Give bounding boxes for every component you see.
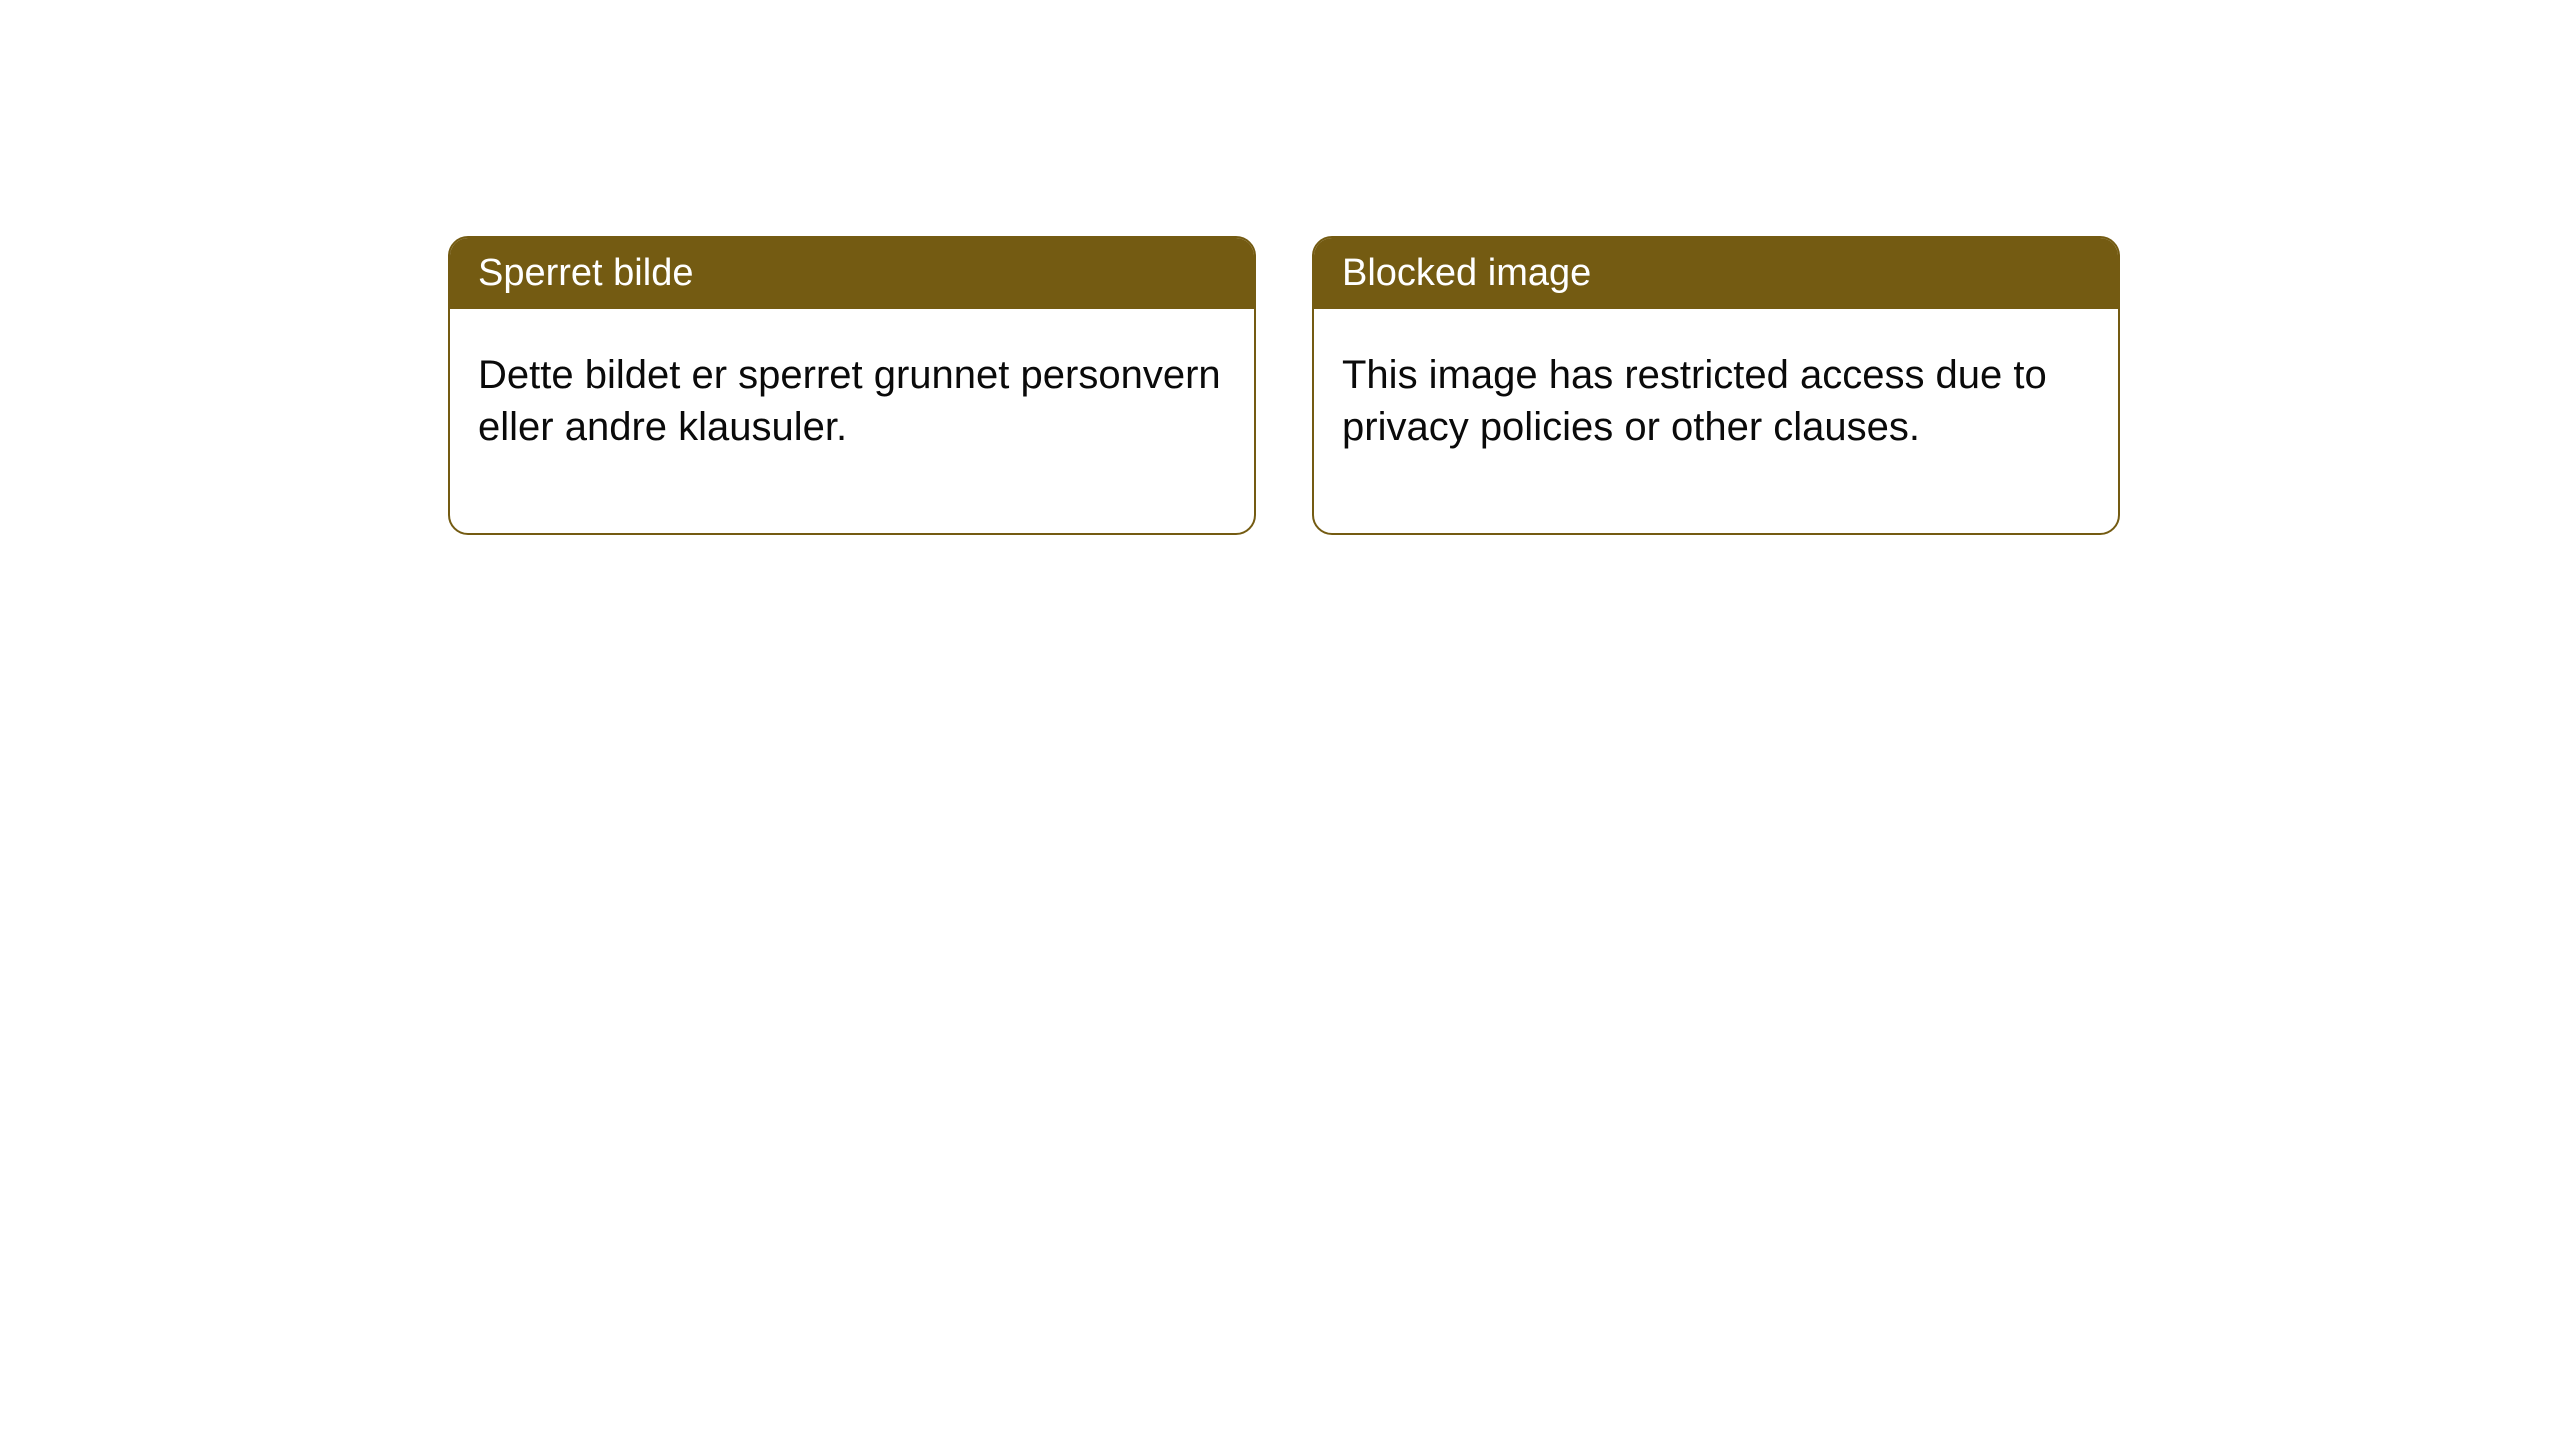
card-title: Sperret bilde bbox=[478, 252, 693, 294]
card-message: This image has restricted access due to … bbox=[1342, 353, 2047, 449]
blocked-image-card-english: Blocked image This image has restricted … bbox=[1312, 236, 2120, 535]
blocked-image-card-norwegian: Sperret bilde Dette bildet er sperret gr… bbox=[448, 236, 1256, 535]
card-header: Sperret bilde bbox=[450, 238, 1254, 309]
card-body: Dette bildet er sperret grunnet personve… bbox=[450, 309, 1254, 533]
cards-container: Sperret bilde Dette bildet er sperret gr… bbox=[0, 0, 2560, 535]
card-message: Dette bildet er sperret grunnet personve… bbox=[478, 353, 1221, 449]
card-body: This image has restricted access due to … bbox=[1314, 309, 2118, 533]
card-title: Blocked image bbox=[1342, 252, 1591, 294]
card-header: Blocked image bbox=[1314, 238, 2118, 309]
